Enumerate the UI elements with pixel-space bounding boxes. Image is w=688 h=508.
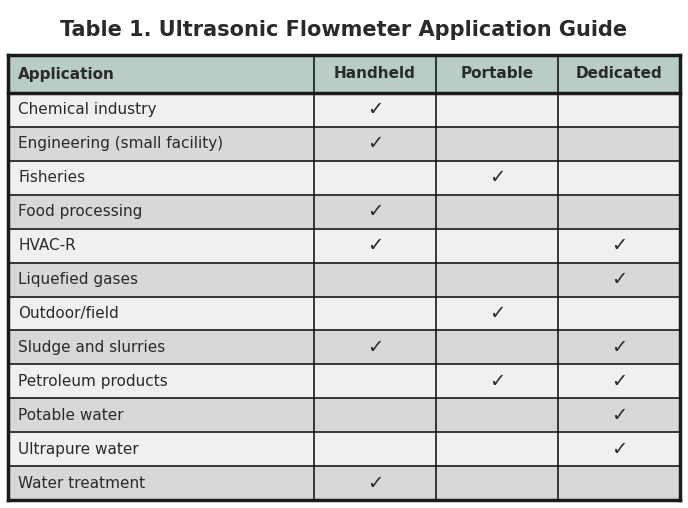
Bar [8, 432, 314, 466]
Bar [559, 398, 680, 432]
Bar [436, 432, 559, 466]
Bar [314, 432, 436, 466]
Text: Table 1. Ultrasonic Flowmeter Application Guide: Table 1. Ultrasonic Flowmeter Applicatio… [61, 20, 627, 40]
Bar [314, 93, 436, 127]
Bar [436, 195, 559, 229]
Bar [436, 398, 559, 432]
Bar [8, 297, 314, 330]
Bar [436, 263, 559, 297]
Bar [314, 229, 436, 263]
Bar [314, 297, 436, 330]
Bar [8, 93, 314, 127]
Text: ✓: ✓ [611, 372, 627, 391]
Text: ✓: ✓ [367, 473, 383, 493]
Text: ✓: ✓ [611, 270, 627, 289]
Bar [8, 195, 314, 229]
Text: Portable: Portable [461, 67, 534, 81]
Bar [8, 398, 314, 432]
Text: ✓: ✓ [367, 202, 383, 221]
Bar [559, 195, 680, 229]
Text: ✓: ✓ [611, 406, 627, 425]
Text: Handheld: Handheld [334, 67, 416, 81]
Bar [559, 263, 680, 297]
Bar [314, 330, 436, 364]
Text: Chemical industry: Chemical industry [18, 103, 156, 117]
Bar [559, 466, 680, 500]
Bar [559, 93, 680, 127]
Text: ✓: ✓ [367, 338, 383, 357]
Bar [436, 297, 559, 330]
Bar [436, 330, 559, 364]
Bar [436, 161, 559, 195]
Bar [314, 466, 436, 500]
Text: Water treatment: Water treatment [18, 475, 145, 491]
Bar [8, 466, 314, 500]
Text: Sludge and slurries: Sludge and slurries [18, 340, 165, 355]
Bar [314, 55, 436, 93]
Bar [314, 263, 436, 297]
Text: ✓: ✓ [367, 135, 383, 153]
Text: Application: Application [18, 67, 115, 81]
Text: Engineering (small facility): Engineering (small facility) [18, 136, 223, 151]
Text: ✓: ✓ [367, 236, 383, 255]
Text: Fisheries: Fisheries [18, 170, 85, 185]
Bar [8, 330, 314, 364]
Bar [436, 466, 559, 500]
Text: ✓: ✓ [611, 338, 627, 357]
Text: Ultrapure water: Ultrapure water [18, 441, 139, 457]
Text: HVAC-R: HVAC-R [18, 238, 76, 253]
Text: Potable water: Potable water [18, 408, 124, 423]
Bar [314, 161, 436, 195]
Text: Liquefied gases: Liquefied gases [18, 272, 138, 287]
Bar [314, 127, 436, 161]
Text: ✓: ✓ [367, 101, 383, 119]
Text: ✓: ✓ [489, 304, 506, 323]
Bar [314, 195, 436, 229]
Text: ✓: ✓ [489, 168, 506, 187]
Bar [559, 229, 680, 263]
Bar [559, 330, 680, 364]
Text: Outdoor/field: Outdoor/field [18, 306, 119, 321]
Bar [436, 127, 559, 161]
Bar [436, 55, 559, 93]
Bar [8, 263, 314, 297]
Text: ✓: ✓ [611, 439, 627, 459]
Bar [559, 127, 680, 161]
Text: ✓: ✓ [611, 236, 627, 255]
Bar [8, 161, 314, 195]
Bar [559, 161, 680, 195]
Bar [8, 364, 314, 398]
Bar [436, 93, 559, 127]
Bar [8, 55, 314, 93]
Bar [314, 398, 436, 432]
Text: Food processing: Food processing [18, 204, 142, 219]
Text: ✓: ✓ [489, 372, 506, 391]
Bar [314, 364, 436, 398]
Bar [436, 229, 559, 263]
Text: Dedicated: Dedicated [576, 67, 663, 81]
Bar [8, 229, 314, 263]
Bar [559, 364, 680, 398]
Bar [559, 432, 680, 466]
Bar [559, 55, 680, 93]
Bar [436, 364, 559, 398]
Bar [559, 297, 680, 330]
Bar [8, 127, 314, 161]
Text: Petroleum products: Petroleum products [18, 374, 168, 389]
